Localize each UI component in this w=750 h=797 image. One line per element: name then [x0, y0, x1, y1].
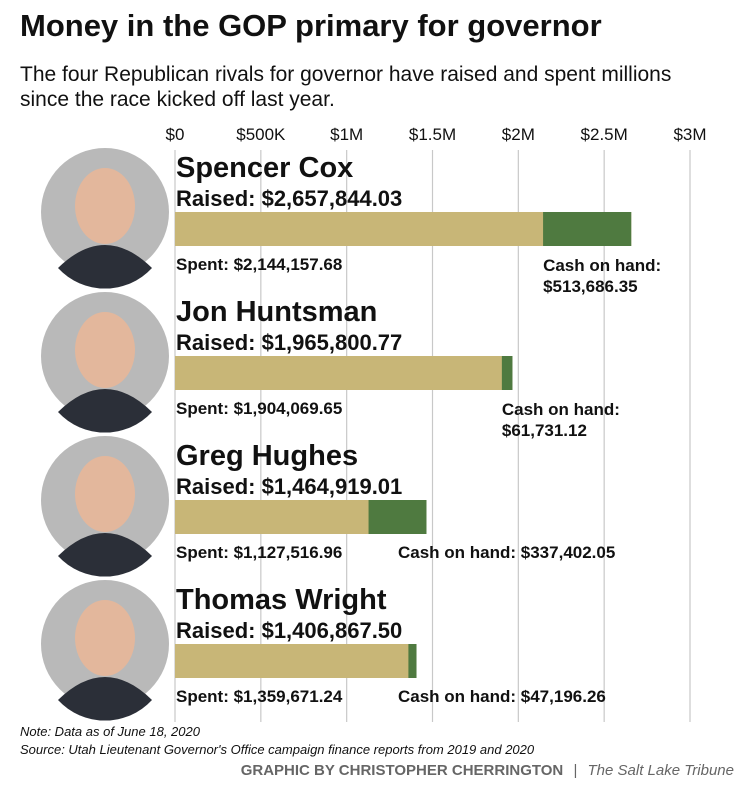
value-label: Spent: $1,904,069.65 [176, 399, 343, 418]
separator: | [573, 762, 578, 779]
portrait-face [75, 600, 135, 676]
raised-label: Raised: $1,965,800.77 [176, 330, 403, 355]
chart-subtitle: The four Republican rivals for governor … [20, 63, 672, 111]
bar-segment [175, 644, 409, 678]
x-tick-label: $0 [165, 125, 185, 144]
bar-segment [408, 644, 417, 678]
bar-segment [501, 356, 513, 390]
x-tick-label: $500K [236, 125, 286, 144]
credit-line: GRAPHIC BY CHRISTOPHER CHERRINGTON | The… [241, 762, 734, 779]
publication: The Salt Lake Tribune [587, 762, 734, 779]
value-label: Cash on hand: $61,731.12 [501, 400, 620, 440]
credit: GRAPHIC BY CHRISTOPHER CHERRINGTON [240, 762, 564, 779]
chart-title: Money in the GOP primary for governor [20, 8, 602, 43]
note: Note: Data as of June 18, 2020 [20, 724, 200, 739]
bar-segment [543, 212, 632, 246]
portrait-shoulders [58, 389, 152, 433]
x-tick-label: $1M [330, 125, 364, 144]
portrait-face [75, 456, 135, 532]
portrait-shoulders [58, 533, 152, 577]
source: Source: Utah Lieutenant Governor's Offic… [20, 742, 535, 757]
value-label: Cash on hand: $337,402.05 [398, 543, 616, 562]
bar-segment [175, 500, 369, 534]
portrait-shoulders [58, 245, 152, 289]
portrait-shoulders [58, 677, 152, 721]
x-tick-label: $2M [501, 125, 535, 144]
portrait-face [75, 168, 135, 244]
category-label: Thomas Wright [176, 584, 387, 616]
raised-label: Raised: $2,657,844.03 [176, 186, 403, 211]
bar-segment [175, 356, 502, 390]
raised-label: Raised: $1,464,919.01 [176, 474, 403, 499]
value-label: Spent: $1,127,516.96 [176, 543, 343, 562]
value-label: Cash on hand: $513,686.35 [543, 256, 662, 296]
portrait-face [75, 312, 135, 388]
raised-label: Raised: $1,406,867.50 [176, 618, 403, 643]
x-tick-label: $1.5M [408, 125, 457, 144]
value-label: Spent: $1,359,671.24 [176, 687, 343, 706]
category-label: Spencer Cox [176, 152, 354, 184]
x-tick-label: $3M [673, 125, 707, 144]
x-tick-label: $2.5M [580, 125, 628, 144]
value-label: Spent: $2,144,157.68 [176, 255, 343, 274]
value-label: Cash on hand: $47,196.26 [398, 687, 606, 706]
bar-segment [175, 212, 544, 246]
category-label: Jon Huntsman [176, 296, 378, 328]
category-label: Greg Hughes [176, 440, 359, 472]
bar-segment [368, 500, 427, 534]
